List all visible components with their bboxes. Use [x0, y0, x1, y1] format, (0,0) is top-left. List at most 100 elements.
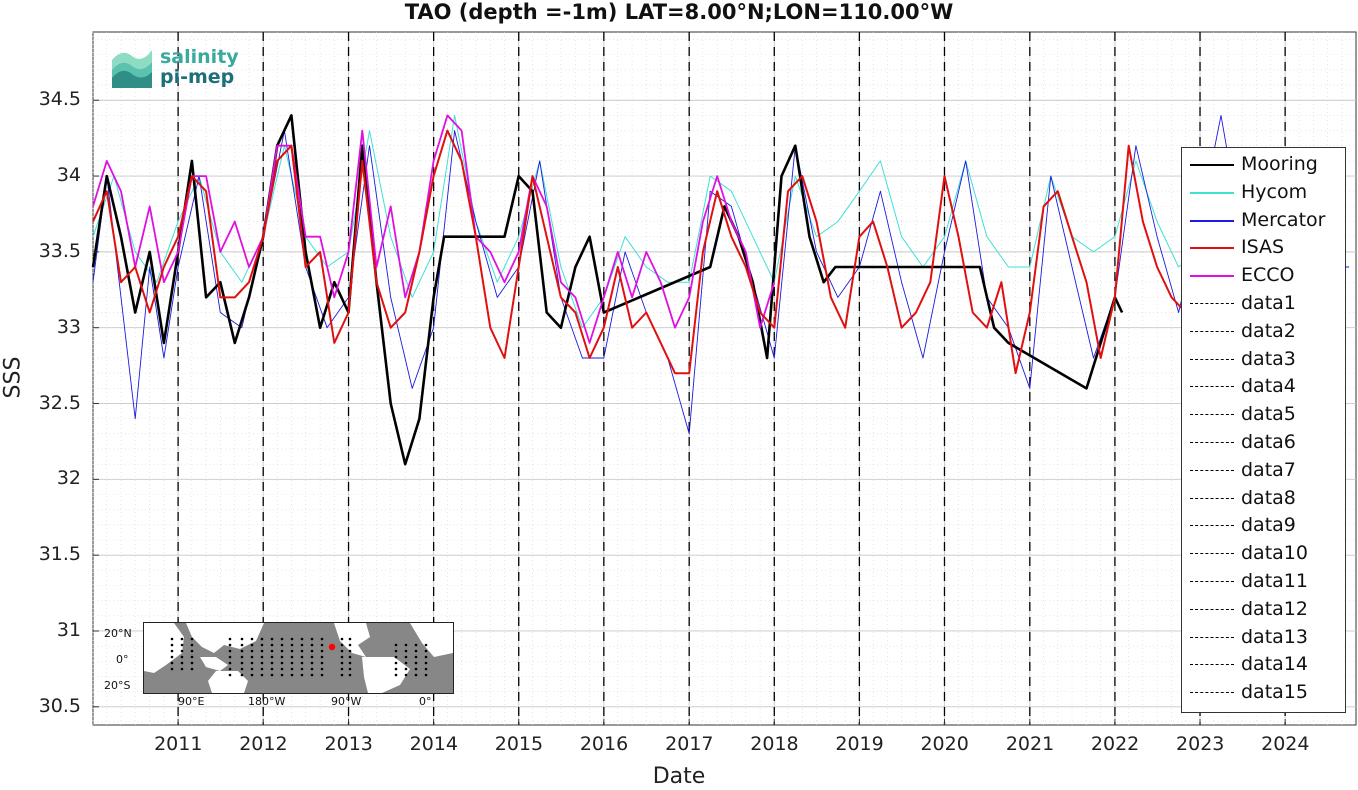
buoy-dot — [300, 661, 304, 665]
buoy-dot — [404, 655, 408, 659]
land-asia — [186, 623, 264, 653]
buoy-dot — [424, 649, 428, 653]
legend-label: ECCO — [1241, 264, 1295, 287]
legend-swatch — [1190, 191, 1234, 194]
buoy-dot — [280, 673, 284, 677]
buoy-dot — [340, 655, 344, 659]
legend-swatch — [1190, 275, 1234, 278]
buoy-dot — [404, 667, 408, 671]
buoy-dot — [290, 661, 294, 665]
buoy-dot — [180, 643, 184, 647]
buoy-dot — [348, 673, 352, 677]
legend-label: data3 — [1241, 347, 1296, 370]
buoy-dot — [424, 655, 428, 659]
buoy-dot — [424, 667, 428, 671]
buoy-dot — [260, 649, 264, 653]
logo-text-pimep: pi-mep — [160, 66, 235, 88]
x-tick-label: 2011 — [154, 733, 203, 755]
buoy-dot — [348, 649, 352, 653]
legend-swatch — [1190, 636, 1234, 638]
legend-item-data5: data5 — [1182, 401, 1345, 428]
buoy-dot — [290, 637, 294, 641]
legend-swatch — [1190, 358, 1234, 360]
buoy-dot — [290, 667, 294, 671]
buoy-dot — [300, 649, 304, 653]
buoy-dot — [280, 661, 284, 665]
buoy-dot — [240, 655, 244, 659]
buoy-dot — [270, 673, 274, 677]
buoy-dot — [310, 667, 314, 671]
y-tick-label: 34 — [56, 164, 81, 187]
legend-item-hycom: Hycom — [1182, 179, 1345, 206]
buoy-dot — [404, 643, 408, 647]
buoy-dot — [394, 643, 398, 647]
y-tick-label: 31.5 — [38, 543, 81, 566]
buoy-dot — [300, 643, 304, 647]
buoy-dot — [170, 643, 174, 647]
legend-item-ecco: ECCO — [1182, 262, 1345, 289]
buoy-dot — [394, 655, 398, 659]
legend-swatch — [1190, 386, 1234, 388]
legend-item-data1: data1 — [1182, 290, 1345, 317]
buoy-dot — [260, 673, 264, 677]
buoy-dot — [228, 643, 232, 647]
buoy-dot — [424, 643, 428, 647]
buoy-dot — [260, 637, 264, 641]
buoy-dot — [250, 643, 254, 647]
buoy-dot — [340, 667, 344, 671]
grid — [92, 32, 1356, 725]
legend-swatch — [1190, 219, 1234, 222]
buoy-dot — [260, 643, 264, 647]
legend-label: data14 — [1241, 653, 1308, 676]
salinity-pimep-logo: salinity pi-mep — [110, 46, 250, 94]
buoy-dot — [270, 643, 274, 647]
legend: Mooring Hycom Mercator ISAS ECCO data1 data2 da… — [1181, 147, 1346, 713]
buoy-dot — [240, 649, 244, 653]
y-tick-label: 33 — [56, 315, 81, 338]
legend-label: data2 — [1241, 319, 1296, 342]
series-mooring — [91, 114, 1124, 466]
buoy-dot — [228, 655, 232, 659]
legend-item-data15: data15 — [1182, 679, 1345, 706]
x-tick-label: 2012 — [239, 733, 288, 755]
y-tick-label: 32 — [56, 467, 81, 490]
buoy-dot — [250, 655, 254, 659]
buoy-dot — [348, 655, 352, 659]
legend-label: ISAS — [1241, 236, 1285, 259]
buoy-dot — [280, 649, 284, 653]
inset-lon-90w: 90°W — [331, 695, 362, 708]
legend-label: data7 — [1241, 458, 1296, 481]
legend-swatch — [1190, 330, 1234, 332]
legend-swatch — [1190, 525, 1234, 527]
buoy-dot — [340, 637, 344, 641]
buoy-dot — [180, 637, 184, 641]
buoy-dot — [424, 673, 428, 677]
y-tick-label: 30.5 — [38, 694, 81, 717]
buoy-dot — [310, 673, 314, 677]
legend-item-data7: data7 — [1182, 457, 1345, 484]
x-tick-label: 2023 — [1176, 733, 1225, 755]
buoy-dot — [414, 673, 418, 677]
buoy-dot — [240, 667, 244, 671]
legend-item-mercator: Mercator — [1182, 207, 1345, 234]
buoy-dot — [170, 655, 174, 659]
buoy-array — [170, 637, 428, 677]
legend-swatch — [1190, 581, 1234, 582]
buoy-dot — [320, 673, 324, 677]
legend-swatch — [1190, 469, 1234, 471]
logo-waves-icon — [112, 50, 152, 88]
buoy-dot — [270, 661, 274, 665]
buoy-dot — [290, 649, 294, 653]
buoy-dot — [320, 667, 324, 671]
buoy-dot — [260, 655, 264, 659]
buoy-dot — [310, 649, 314, 653]
inset-lon-90e: 90°E — [178, 695, 205, 708]
legend-item-data11: data11 — [1182, 568, 1345, 595]
y-tick-label: 34.5 — [38, 88, 81, 111]
buoy-dot — [180, 661, 184, 665]
axis-ticks — [93, 99, 1286, 725]
legend-label: Mooring — [1241, 153, 1318, 175]
legend-swatch — [1190, 442, 1234, 443]
mooring-location-marker — [328, 643, 336, 651]
